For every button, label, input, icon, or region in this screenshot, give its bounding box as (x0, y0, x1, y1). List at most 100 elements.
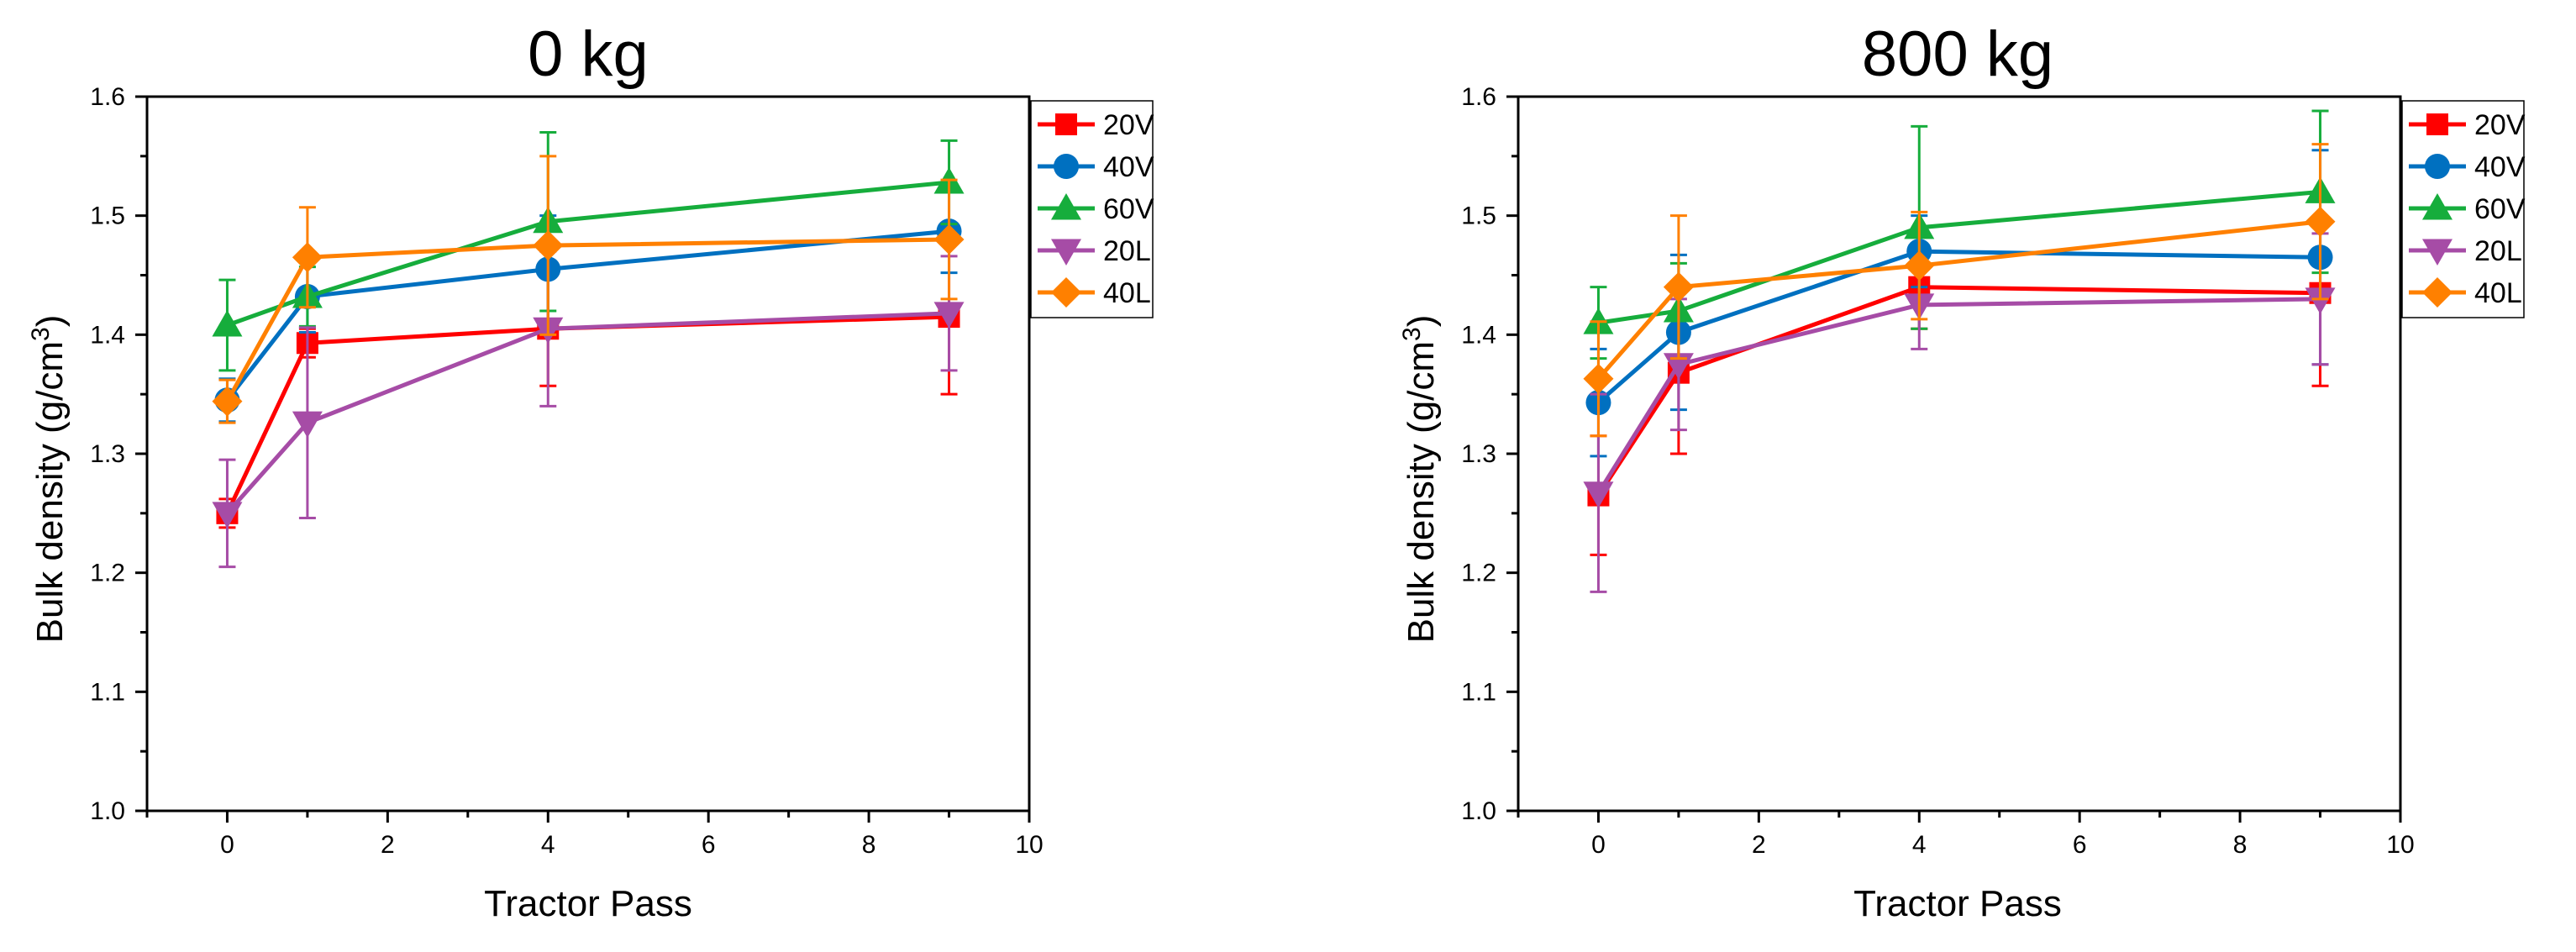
legend-label: 60V (2474, 193, 2526, 225)
legend-marker (2422, 277, 2452, 308)
y-axis-label-close: ) (1401, 315, 1442, 328)
data-point (212, 310, 243, 337)
y-axis-ticks: 1.0 1.1 1.2 1.3 1.4 1.5 1.6 (90, 83, 147, 825)
data-point (933, 224, 965, 255)
y-tick-label: 1.6 (1461, 83, 1496, 111)
x-tick-label: 4 (541, 831, 555, 859)
data-point (292, 242, 323, 273)
legend-item-20L: 20L (1038, 235, 1151, 267)
series-40L (212, 155, 965, 424)
series-line (1596, 297, 2321, 495)
series-line (225, 311, 949, 515)
legend-item-40L: 40L (1038, 277, 1151, 309)
y-tick-label: 1.2 (90, 560, 125, 587)
x-tick-label: 2 (381, 831, 395, 859)
y-tick-label: 1.4 (1461, 321, 1496, 349)
y-tick-label: 1.3 (1461, 440, 1496, 468)
y-axis-label-superscript: 3 (1398, 327, 1426, 341)
legend-marker (1055, 113, 1077, 135)
y-tick-label: 1.1 (1461, 678, 1496, 706)
legend-item-40L: 40L (2409, 277, 2522, 309)
legend-marker (2426, 113, 2448, 135)
legend-marker (1054, 154, 1079, 179)
x-tick-label: 10 (2386, 831, 2414, 859)
legend-label: 40L (1103, 277, 1151, 309)
series-40V (214, 188, 962, 423)
series-60V (212, 131, 965, 372)
data-point (212, 386, 243, 417)
series-60V (1583, 109, 2336, 360)
y-tick-label: 1.0 (1461, 797, 1496, 825)
x-tick-label: 6 (2073, 831, 2087, 859)
legend-marker (2422, 239, 2452, 266)
series-line (1596, 219, 2321, 381)
y-tick-label: 1.5 (1461, 202, 1496, 230)
data-point (933, 302, 965, 329)
series-line (1596, 285, 2321, 497)
y-tick-label: 1.1 (90, 678, 125, 706)
chart-panel-800kg: 800 kg Tractor Pass Bulk density (g/cm3)… (1398, 18, 2526, 924)
series-40L (1583, 143, 2336, 438)
data-point (533, 230, 564, 261)
series-line (226, 180, 949, 328)
y-tick-label: 1.3 (90, 440, 125, 468)
x-tick-label: 6 (702, 831, 716, 859)
legend-item-60V: 60V (2409, 193, 2526, 225)
y-axis-label-superscript: 3 (27, 327, 55, 341)
data-point (212, 502, 243, 529)
x-tick-label: 0 (1591, 831, 1606, 859)
y-axis-ticks: 1.0 1.1 1.2 1.3 1.4 1.5 1.6 (1461, 83, 1518, 825)
y-tick-label: 1.6 (90, 83, 125, 111)
y-axis-label-main: Bulk density (g/cm (1401, 341, 1442, 643)
legend-label: 40V (2474, 151, 2526, 183)
y-axis-label: Bulk density (g/cm3) (1398, 315, 1442, 644)
series-line (225, 229, 949, 402)
series-20V (216, 238, 960, 529)
series-line (1598, 189, 2321, 325)
series-line (225, 237, 949, 402)
y-axis-label: Bulk density (g/cm3) (27, 315, 71, 644)
y-tick-label: 1.5 (90, 202, 125, 230)
chart-title: 800 kg (1862, 18, 2053, 90)
legend-label: 20V (2474, 109, 2526, 141)
legend-item-20V: 20V (1038, 109, 1154, 141)
x-tick-label: 8 (2233, 831, 2247, 859)
legend-item-20L: 20L (2409, 235, 2522, 267)
y-tick-label: 1.2 (1461, 560, 1496, 587)
data-point (1583, 481, 1614, 508)
y-tick-label: 1.4 (90, 321, 125, 349)
legend-label: 20V (1103, 109, 1154, 141)
legend-item-60V: 60V (1038, 193, 1154, 225)
data-point (1663, 271, 1694, 302)
legend-label: 40L (2474, 277, 2522, 309)
data-point (1583, 363, 1614, 394)
plot-frame (1517, 95, 2402, 813)
data-point (292, 411, 323, 439)
legend-label: 60V (1103, 193, 1154, 225)
legend-label: 20L (2474, 235, 2522, 267)
series-20L (212, 250, 965, 569)
x-axis-ticks: 0 2 4 6 8 10 (145, 811, 1044, 859)
legend-item-40V: 40V (1038, 151, 1154, 183)
chart-panel-0kg: 0 kg Tractor Pass Bulk density (g/cm3) 0… (27, 18, 1154, 924)
legend-marker (1051, 239, 1081, 266)
x-tick-label: 4 (1912, 831, 1927, 859)
legend-label: 20L (1103, 235, 1151, 267)
chart-title: 0 kg (528, 18, 649, 90)
legend-marker (1051, 277, 1081, 308)
legend-label: 40V (1103, 151, 1154, 183)
y-tick-label: 1.0 (90, 797, 125, 825)
series-line (225, 314, 949, 514)
data-point (2305, 287, 2336, 314)
x-tick-label: 0 (220, 831, 234, 859)
legend-item-40V: 40V (2409, 151, 2526, 183)
legend: 20V 40V 60V 20L 40L (2401, 100, 2526, 318)
x-tick-label: 10 (1015, 831, 1043, 859)
series-line (1596, 249, 2321, 404)
x-axis-label: Tractor Pass (484, 883, 692, 924)
legend-marker (1051, 193, 1081, 220)
y-axis-label-close: ) (29, 315, 71, 328)
data-point (2305, 206, 2336, 237)
